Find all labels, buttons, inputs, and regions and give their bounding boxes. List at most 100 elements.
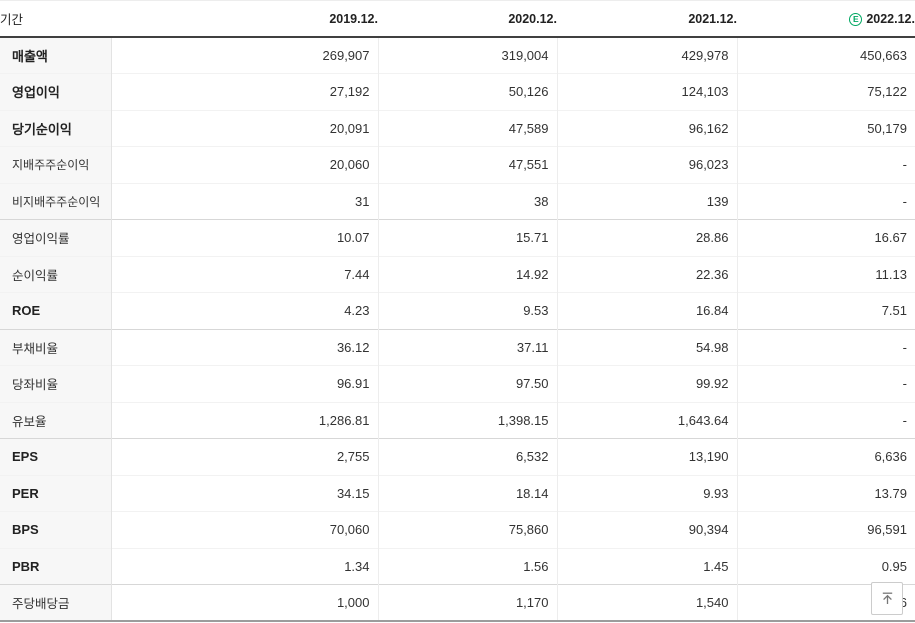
cell-value: 96,591 [736, 511, 915, 548]
cell-value: 6,532 [377, 438, 557, 475]
cell-value: 13,190 [556, 438, 737, 475]
cell-value: 27,192 [111, 73, 378, 110]
cell-value: 97.50 [377, 365, 557, 402]
cell-value: 38 [377, 182, 557, 220]
cell-value: 16.84 [556, 292, 737, 329]
cell-value: 7.51 [736, 292, 915, 329]
column-header-year: 2021.12. [557, 1, 737, 38]
cell-value: 20,091 [111, 109, 378, 147]
header-row: 기간 2019.12. 2020.12. 2021.12. E 2022.12. [0, 1, 915, 38]
cell-value: 6,636 [736, 438, 915, 475]
cell-value: 9.53 [377, 292, 557, 329]
row-label: 순이익률 [0, 255, 112, 293]
cell-value: 2,755 [111, 438, 378, 475]
cell-value: 47,551 [377, 146, 557, 183]
table-row: 부채비율 36.12 37.11 54.98- [0, 328, 915, 366]
table-row: 당좌비율 96.91 97.50 99.92- [0, 365, 915, 402]
cell-value: 1,170 [377, 584, 557, 622]
table-row: PBR 1.34 1.56 1.45 0.95 [0, 547, 915, 585]
cell-value: 269,907 [111, 37, 378, 74]
table-row: 영업이익 27,192 50,126 124,103 75,122 [0, 73, 915, 110]
cell-value: 96,023 [556, 146, 737, 183]
cell-value: 4.23 [111, 292, 378, 329]
column-header-year: 2020.12. [378, 1, 557, 38]
cell-value: 50,179 [736, 109, 915, 147]
table-row: EPS 2,755 6,532 13,190 6,636 [0, 438, 915, 475]
cell-value: 20,060 [111, 146, 378, 183]
cell-value: 11.13 [736, 255, 915, 293]
cell-value: 14.92 [377, 255, 557, 293]
cell-value: 1,643.64 [556, 401, 737, 439]
cell-value: 36.12 [111, 328, 378, 366]
table-body: 매출액 269,907 319,004 429,978 450,663 영업이익 27,19… [0, 37, 915, 622]
cell-value: 10.07 [111, 219, 378, 256]
cell-value: 124,103 [556, 73, 737, 110]
cell-value: - [736, 328, 915, 366]
column-header-year: E 2022.12. [737, 1, 915, 38]
cell-value: 96.91 [111, 365, 378, 402]
cell-value: 47,589 [377, 109, 557, 147]
cell-value: 13.79 [736, 474, 915, 512]
row-label: ROE [0, 292, 112, 329]
row-label: 당좌비율 [0, 365, 112, 402]
cell-value: 7.44 [111, 255, 378, 293]
cell-value: - [736, 365, 915, 402]
row-label: 부채비율 [0, 328, 112, 366]
scroll-to-top-button[interactable] [871, 582, 903, 615]
cell-value: 1,398.15 [377, 401, 557, 439]
table-row: 비지배주주순이익 31 38 139- [0, 182, 915, 220]
cell-value: - [736, 182, 915, 220]
cell-value: 28.86 [556, 219, 737, 256]
cell-value: 37.11 [377, 328, 557, 366]
table-row: 순이익률 7.44 14.92 22.36 11.13 [0, 255, 915, 293]
cell-value: 16.67 [736, 219, 915, 256]
table-row: ROE 4.23 9.53 16.84 7.51 [0, 292, 915, 329]
table-row: 영업이익률 10.07 15.71 28.86 16.67 [0, 219, 915, 256]
table-row: 당기순이익 20,091 47,589 96,162 50,179 [0, 109, 915, 147]
cell-value: 75,122 [736, 73, 915, 110]
estimate-icon: E [849, 12, 863, 26]
cell-value: 0.95 [736, 547, 915, 585]
cell-value: 1,540 [556, 584, 737, 622]
table-row: 유보율 1,286.81 1,398.15 1,643.64- [0, 401, 915, 439]
table-row: 주당배당금 1,000 1,170 1,540 6 [0, 584, 915, 622]
cell-value: 319,004 [377, 37, 557, 74]
row-label: PER [0, 474, 112, 512]
cell-value: 1,000 [111, 584, 378, 622]
column-header-year: 2019.12. [111, 1, 378, 38]
cell-value: - [736, 146, 915, 183]
row-label: 영업이익 [0, 73, 112, 110]
cell-value: 54.98 [556, 328, 737, 366]
cell-value: 139 [556, 182, 737, 220]
row-label: 영업이익률 [0, 219, 112, 256]
table-row: BPS 70,060 75,860 90,394 96,591 [0, 511, 915, 548]
cell-value: 9.93 [556, 474, 737, 512]
cell-value: 75,860 [377, 511, 557, 548]
cell-value: 96,162 [556, 109, 737, 147]
row-label: EPS [0, 438, 112, 475]
cell-value: 70,060 [111, 511, 378, 548]
cell-value: 34.15 [111, 474, 378, 512]
cell-value: 1.56 [377, 547, 557, 585]
cell-value: 99.92 [556, 365, 737, 402]
arrow-up-to-bar-icon [880, 591, 895, 606]
cell-value: 450,663 [736, 37, 915, 74]
table-row: PER 34.15 18.14 9.93 13.79 [0, 474, 915, 512]
cell-value: 50,126 [377, 73, 557, 110]
cell-value: 22.36 [556, 255, 737, 293]
row-label: 매출액 [0, 37, 112, 74]
row-label: 비지배주주순이익 [0, 182, 112, 220]
cell-value: 1,286.81 [111, 401, 378, 439]
row-label: 지배주주순이익 [0, 146, 112, 183]
row-label: 주당배당금 [0, 584, 112, 622]
cell-value: 429,978 [556, 37, 737, 74]
row-label: 당기순이익 [0, 109, 112, 147]
cell-value: 18.14 [377, 474, 557, 512]
period-column-header: 기간 [0, 1, 111, 38]
table-row: 지배주주순이익 20,060 47,551 96,023- [0, 146, 915, 183]
cell-value: 15.71 [377, 219, 557, 256]
cell-value: 90,394 [556, 511, 737, 548]
cell-value: 31 [111, 182, 378, 220]
